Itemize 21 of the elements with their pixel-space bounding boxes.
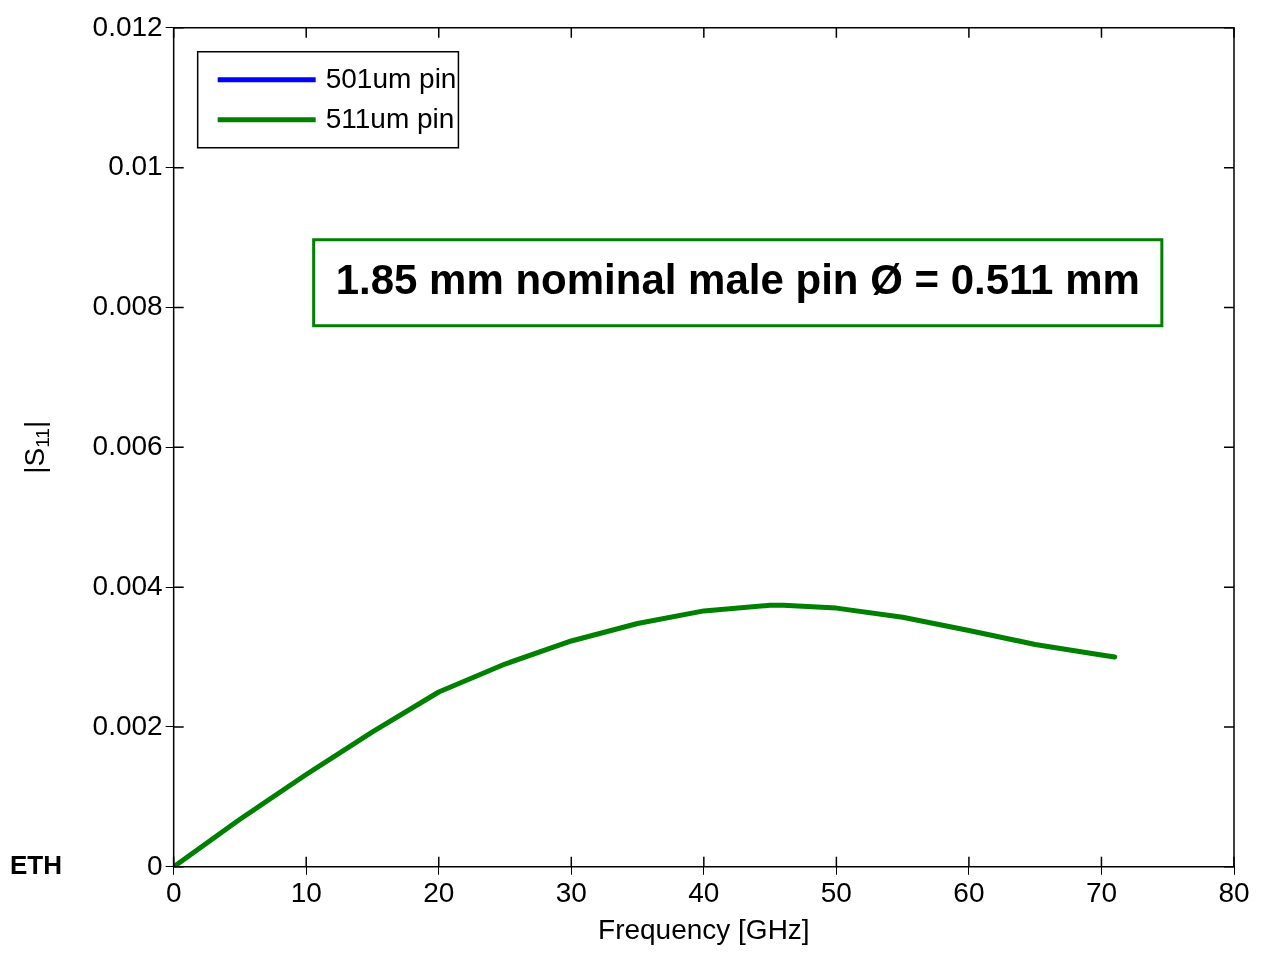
y-tick-label: 0.01 bbox=[108, 150, 163, 182]
x-tick-label: 50 bbox=[820, 877, 852, 909]
legend-label: 511um pin bbox=[325, 102, 455, 134]
y-tick-label: 0.002 bbox=[92, 709, 163, 741]
y-tick-label: 0.012 bbox=[92, 10, 163, 42]
x-axis-title: Frequency [GHz] bbox=[598, 913, 810, 945]
x-tick-label: 80 bbox=[1218, 877, 1250, 909]
text: ETH bbox=[10, 849, 62, 880]
x-tick-label: 20 bbox=[423, 877, 455, 909]
legend-label: 501um pin bbox=[325, 62, 457, 94]
y-tick-label: 0.008 bbox=[92, 290, 163, 322]
y-tick-label: 0.004 bbox=[92, 569, 163, 601]
y-axis-title: |S11| bbox=[18, 420, 54, 474]
annotation: 1.85 mm nominal male pin Ø = 0.511 mm bbox=[335, 256, 1140, 304]
x-tick-label: 70 bbox=[1085, 877, 1118, 909]
x-tick-label: 30 bbox=[555, 877, 587, 909]
x-tick-label: 60 bbox=[953, 877, 985, 909]
y-tick-label: 0 bbox=[147, 849, 163, 881]
x-tick-label: 40 bbox=[688, 877, 720, 909]
y-tick-label: 0.006 bbox=[92, 430, 163, 462]
x-tick-label: 10 bbox=[290, 877, 322, 909]
